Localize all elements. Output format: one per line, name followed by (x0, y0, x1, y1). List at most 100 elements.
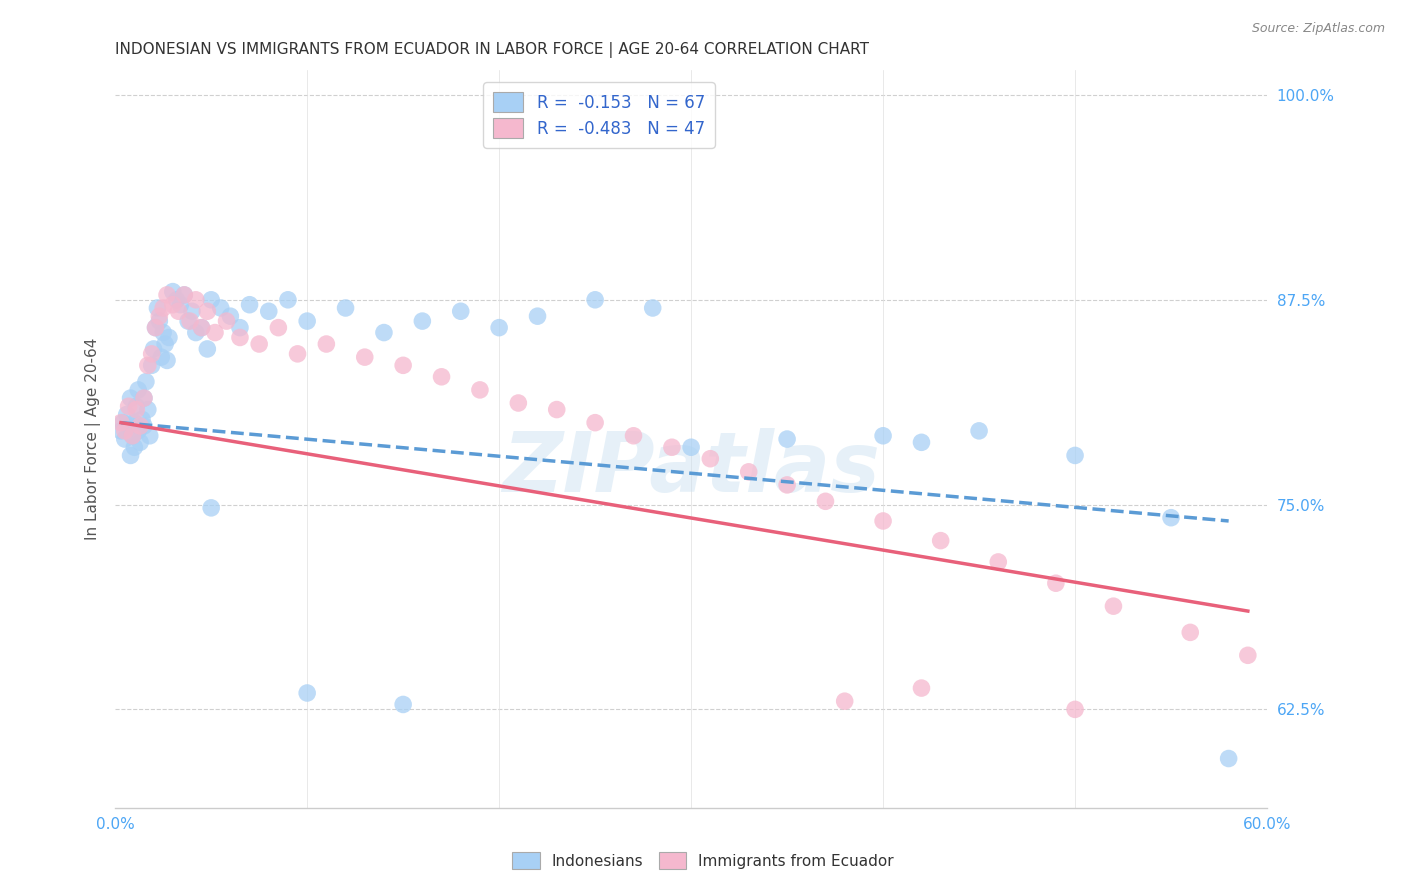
Point (204, 326, 226, 340)
Point (200, 500, 222, 515)
Point (546, 402, 568, 417)
Point (125, 402, 148, 417)
Point (215, 314, 238, 328)
Point (135, 375, 157, 389)
Point (814, 494, 837, 508)
Point (156, 353, 179, 368)
Point (139, 429, 162, 443)
Point (872, 429, 894, 443)
Point (1064, 702, 1087, 716)
Point (190, 320, 212, 334)
Point (247, 337, 270, 351)
Point (124, 440, 146, 454)
Point (141, 347, 163, 361)
Point (267, 320, 290, 334)
Point (623, 429, 645, 443)
Point (488, 320, 510, 334)
Point (156, 288, 179, 302)
Point (121, 429, 143, 443)
Point (315, 337, 337, 351)
Point (373, 326, 395, 340)
Point (508, 396, 530, 410)
Point (287, 347, 309, 361)
Point (148, 309, 170, 323)
Point (120, 449, 142, 463)
Point (910, 681, 932, 695)
Point (121, 429, 143, 443)
Point (195, 304, 218, 318)
Point (295, 686, 318, 700)
Point (142, 342, 165, 356)
Point (661, 440, 683, 454)
Point (1064, 449, 1087, 463)
Point (132, 419, 155, 434)
Point (738, 465, 761, 479)
Point (1160, 510, 1182, 524)
Point (127, 424, 149, 438)
Point (131, 412, 153, 426)
Point (169, 298, 191, 312)
Point (111, 416, 134, 430)
Point (776, 432, 799, 446)
Text: Source: ZipAtlas.com: Source: ZipAtlas.com (1251, 22, 1385, 36)
Point (162, 285, 184, 299)
Point (392, 698, 415, 712)
Point (526, 309, 548, 323)
Point (353, 350, 375, 364)
Point (152, 301, 174, 315)
Point (177, 314, 200, 328)
Legend: Indonesians, Immigrants from Ecuador: Indonesians, Immigrants from Ecuador (506, 846, 900, 875)
Point (162, 298, 184, 312)
Point (136, 359, 159, 373)
Point (120, 391, 142, 405)
Point (583, 293, 606, 307)
Point (392, 359, 415, 373)
Point (145, 320, 167, 334)
Point (229, 330, 252, 344)
Point (1237, 648, 1260, 663)
Point (468, 383, 491, 397)
Point (987, 555, 1010, 569)
Point (834, 694, 856, 708)
Point (129, 419, 152, 434)
Point (195, 342, 218, 356)
Point (125, 399, 148, 413)
Point (129, 435, 152, 450)
Point (136, 402, 159, 417)
Point (173, 288, 195, 302)
Point (114, 424, 136, 438)
Legend: R =  -0.153   N = 67, R =  -0.483   N = 47: R = -0.153 N = 67, R = -0.483 N = 47 (484, 82, 714, 147)
Point (219, 309, 242, 323)
Point (127, 383, 149, 397)
Point (776, 478, 799, 492)
Point (141, 359, 163, 373)
Point (430, 369, 453, 384)
Point (200, 293, 222, 307)
Point (132, 391, 155, 405)
Point (115, 408, 138, 422)
Point (295, 314, 318, 328)
Point (157, 330, 180, 344)
Point (152, 326, 174, 340)
Point (229, 320, 252, 334)
Point (150, 350, 173, 364)
Point (583, 416, 606, 430)
Point (110, 416, 132, 430)
Point (239, 298, 262, 312)
Point (1045, 576, 1067, 591)
Point (277, 293, 299, 307)
Point (929, 533, 952, 548)
Y-axis label: In Labor Force | Age 20-64: In Labor Force | Age 20-64 (86, 338, 101, 541)
Point (1102, 599, 1125, 614)
Point (184, 326, 207, 340)
Point (153, 337, 176, 351)
Point (1180, 625, 1202, 640)
Point (181, 304, 204, 318)
Point (132, 391, 155, 405)
Point (1218, 751, 1240, 765)
Point (166, 293, 188, 307)
Point (124, 416, 146, 430)
Point (411, 314, 433, 328)
Point (209, 301, 232, 315)
Point (641, 301, 664, 315)
